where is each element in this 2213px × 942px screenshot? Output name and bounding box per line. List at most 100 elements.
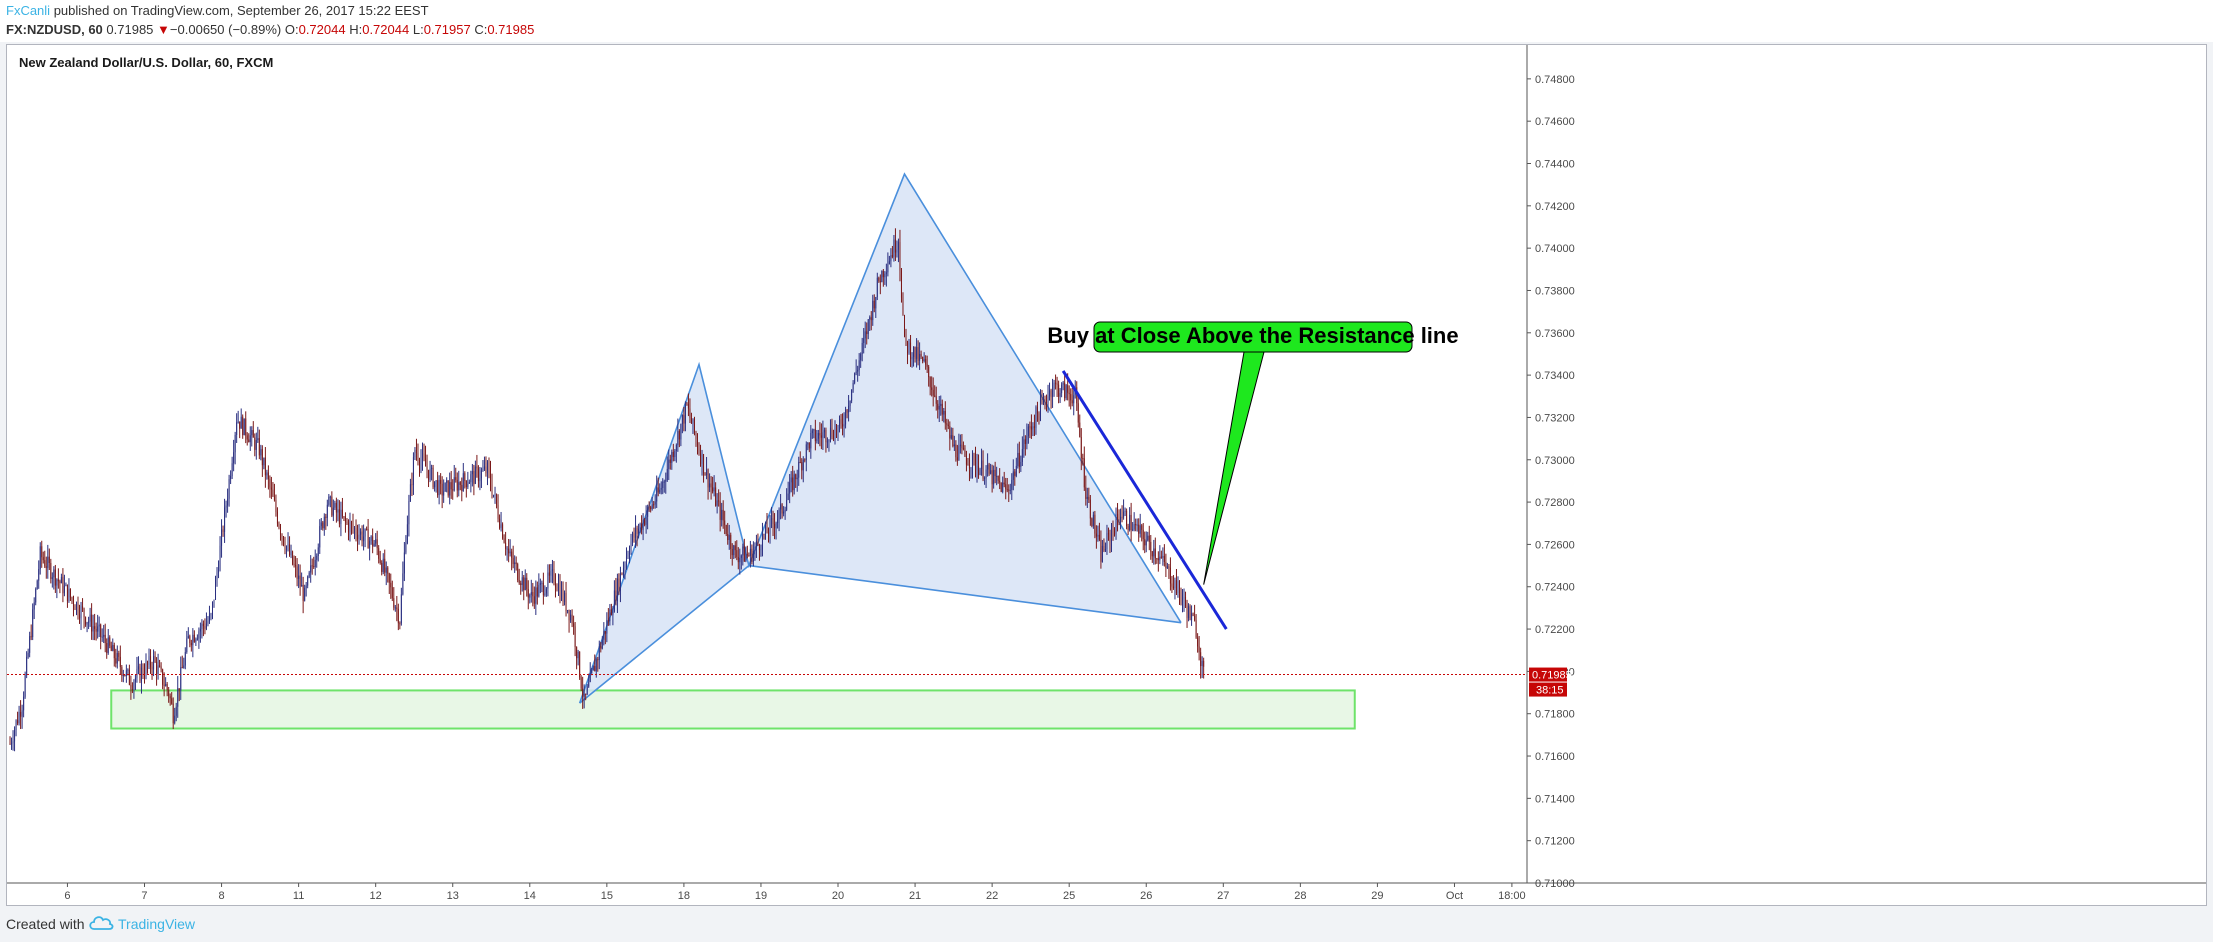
- tradingview-link[interactable]: TradingView: [118, 916, 196, 932]
- y-tick-label: 0.74000: [1535, 243, 1575, 255]
- candle-body: [218, 570, 220, 573]
- candle-body: [499, 518, 501, 528]
- candle-body: [651, 504, 653, 509]
- candle-body: [947, 424, 949, 427]
- candle-body: [283, 536, 285, 545]
- candle-body: [236, 422, 238, 435]
- candle-body: [310, 565, 312, 573]
- candle-body: [671, 451, 673, 463]
- candle-body: [982, 460, 984, 479]
- candle-body: [657, 487, 659, 493]
- x-tick-label: 15: [601, 890, 613, 902]
- candle-body: [181, 667, 183, 669]
- candle-body: [1156, 558, 1158, 560]
- candle-body: [17, 720, 19, 724]
- candle-body: [505, 542, 507, 549]
- candle-body: [252, 430, 254, 438]
- candle-body: [796, 477, 798, 480]
- candle-body: [1175, 580, 1177, 594]
- candle-body: [615, 590, 617, 602]
- candle-body: [949, 426, 951, 439]
- candle-body: [83, 608, 85, 618]
- candle-body: [793, 474, 795, 491]
- candle-body: [20, 712, 22, 717]
- candle-body: [926, 364, 928, 367]
- candle-body: [246, 435, 248, 440]
- candle-body: [813, 429, 815, 431]
- candle-body: [1000, 482, 1002, 492]
- candle-body: [807, 443, 809, 445]
- candle-body: [668, 459, 670, 469]
- candle-body: [716, 500, 718, 506]
- candle-body: [647, 507, 649, 517]
- pattern-xb-line: [579, 564, 750, 704]
- candle-body: [1186, 605, 1188, 619]
- candle-body: [650, 507, 652, 509]
- candle-body: [681, 415, 683, 425]
- candle-body: [967, 464, 969, 466]
- y-tick-label: 0.71600: [1535, 751, 1575, 763]
- candle-body: [1011, 479, 1013, 490]
- candle-body: [204, 626, 206, 629]
- candle-body: [748, 555, 750, 557]
- candle-body: [1091, 518, 1093, 527]
- candle-body: [1015, 465, 1017, 476]
- candle-body: [355, 528, 357, 535]
- candle-body: [538, 584, 540, 597]
- price-chart[interactable]: Buy at Close Above the Resistance line 0.…: [7, 45, 2206, 905]
- candle-body: [604, 631, 606, 634]
- candle-body: [196, 638, 198, 640]
- candle-body: [378, 548, 380, 559]
- candle-body: [530, 592, 532, 595]
- candle-body: [757, 541, 759, 545]
- candle-body: [1142, 529, 1144, 540]
- candle-body: [740, 555, 742, 558]
- candle-body: [69, 588, 71, 598]
- candle-body: [768, 533, 770, 535]
- y-tick-label: 0.73000: [1535, 455, 1575, 467]
- candle-body: [772, 518, 774, 525]
- candle-body: [635, 527, 637, 538]
- candle-body: [846, 409, 848, 413]
- candle-body: [446, 480, 448, 483]
- chart-pane[interactable]: Buy at Close Above the Resistance line 0.…: [6, 44, 2207, 906]
- candle-body: [44, 560, 46, 567]
- x-tick-label: 11: [293, 890, 304, 902]
- candle-body: [275, 500, 277, 512]
- candle-body: [116, 653, 118, 664]
- candle-body: [941, 403, 943, 415]
- candle-body: [506, 548, 508, 550]
- candle-body: [127, 669, 129, 671]
- candle-body: [131, 689, 133, 691]
- candle-body: [379, 558, 381, 563]
- candle-body: [823, 430, 825, 433]
- candle-body: [760, 549, 762, 551]
- candle-body: [879, 280, 881, 283]
- candle-body: [899, 242, 901, 271]
- candle-body: [273, 496, 275, 501]
- candle-body: [742, 546, 744, 556]
- candle-body: [887, 264, 889, 273]
- candle-body: [89, 614, 91, 622]
- candle-body: [1088, 496, 1090, 500]
- candle-body: [1192, 613, 1194, 617]
- candle-body: [290, 551, 292, 555]
- author-link[interactable]: FxCanli: [6, 3, 51, 18]
- candle-body: [263, 457, 265, 466]
- candle-body: [885, 272, 887, 274]
- candle-body: [1047, 396, 1049, 404]
- candle-body: [600, 646, 602, 649]
- candle-body: [172, 703, 174, 724]
- candle-body: [372, 536, 374, 547]
- candle-body: [56, 579, 58, 586]
- candle-body: [82, 606, 84, 609]
- candle-body: [171, 698, 173, 704]
- candle-body: [1154, 548, 1156, 559]
- candle-body: [903, 314, 905, 335]
- candle-body: [264, 457, 266, 476]
- candle-body: [988, 464, 990, 474]
- candle-body: [485, 466, 487, 474]
- candle-body: [403, 552, 405, 574]
- candle-body: [550, 570, 552, 576]
- candle-body: [704, 473, 706, 476]
